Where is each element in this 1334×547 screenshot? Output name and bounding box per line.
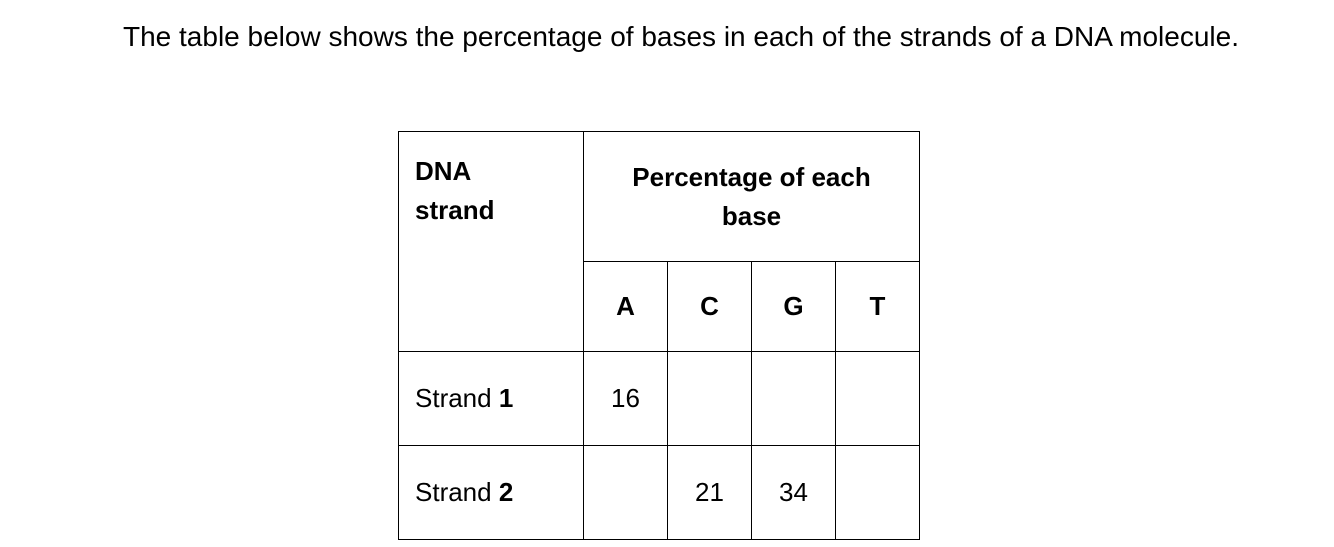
dna-bases-table: DNA strand Percentage of each base A C G T…	[398, 131, 920, 540]
row-label-text: Strand	[415, 383, 499, 413]
base-header-a: A	[583, 261, 668, 352]
cell	[667, 351, 752, 446]
question-text: The table below shows the percentage of …	[123, 21, 1239, 52]
cell: 34	[751, 445, 836, 540]
row-label: Strand 2	[398, 445, 584, 540]
table-row: Strand 1 16	[398, 351, 920, 446]
base-header-t: T	[835, 261, 920, 352]
cell	[583, 445, 668, 540]
cell	[835, 445, 920, 540]
cell	[751, 351, 836, 446]
header-text: strand	[415, 195, 495, 225]
base-header-c: C	[667, 261, 752, 352]
header-text: DNA	[415, 156, 472, 186]
table-row: Strand 2 21 34	[398, 445, 920, 540]
cell	[835, 351, 920, 446]
dna-strand-header: DNA strand	[398, 131, 584, 352]
header-text: base	[721, 200, 782, 231]
row-label-number: 2	[498, 477, 514, 507]
header-text: Percentage of each	[632, 161, 871, 192]
row-label-number: 1	[498, 383, 514, 413]
cell: 21	[667, 445, 752, 540]
cell: 16	[583, 351, 668, 446]
row-label-text: Strand	[415, 477, 499, 507]
base-header-g: G	[751, 261, 836, 352]
row-label: Strand 1	[398, 351, 584, 446]
percentage-header: Percentage of each base	[583, 131, 920, 262]
